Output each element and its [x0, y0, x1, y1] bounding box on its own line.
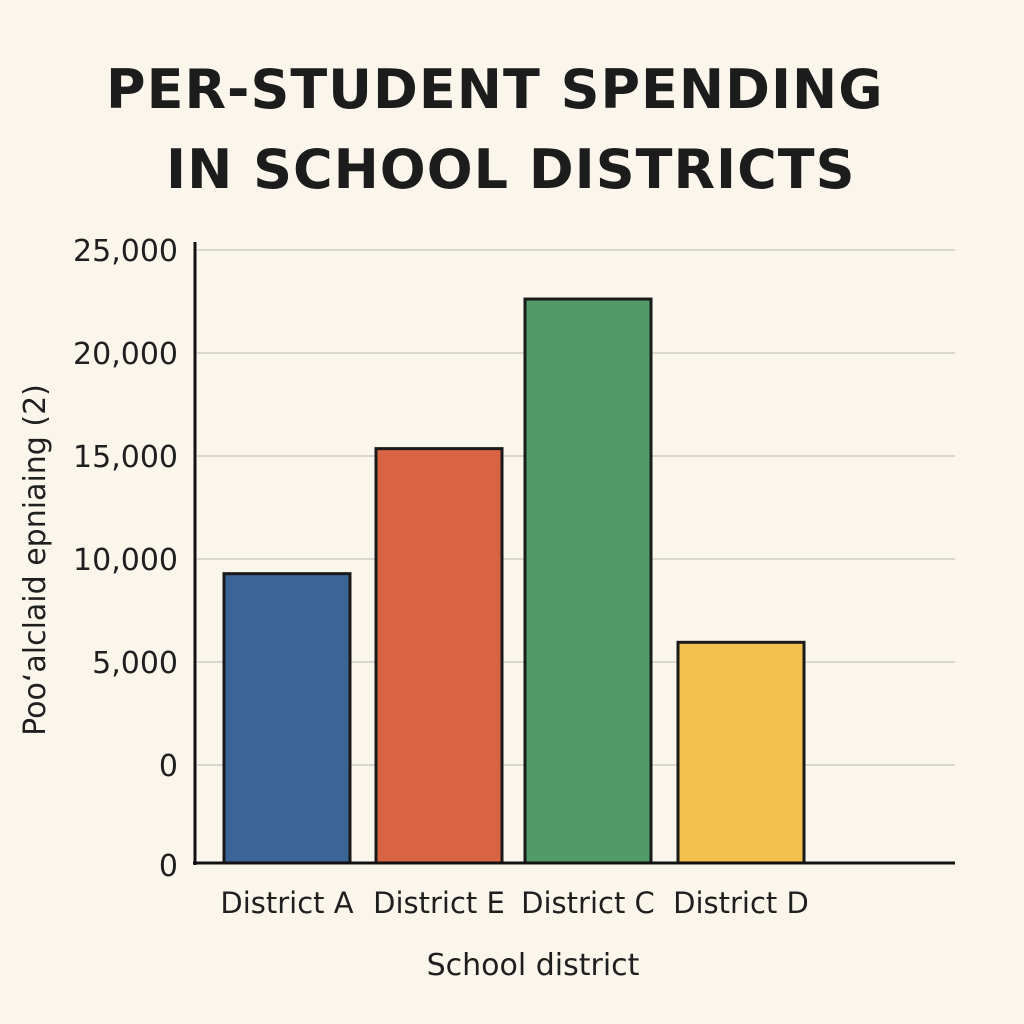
y-axis-ticks: 25,000 20,000 15,000 10,000 5,000 0 0 [73, 234, 178, 884]
chart-title-line-1: PER-STUDENT SPENDING [106, 58, 884, 121]
bars [222, 297, 806, 865]
y-tick-label-6: 0 [159, 849, 178, 884]
bar-district-d [676, 640, 806, 865]
bar-district-a [222, 572, 352, 865]
x-axis-category-labels: District A District E District C District D [220, 886, 808, 920]
bar-district-c [523, 297, 653, 865]
bar-district-e [374, 447, 504, 865]
y-tick-label-2: 15,000 [73, 440, 178, 475]
y-tick-label-1: 20,000 [73, 337, 178, 372]
x-tick-label-0: District A [220, 886, 353, 920]
y-tick-label-3: 10,000 [73, 543, 178, 578]
x-tick-label-2: District C [521, 886, 655, 920]
y-tick-label-4: 5,000 [92, 646, 178, 681]
y-tick-label-5: 0 [159, 749, 178, 784]
y-tick-label-0: 25,000 [73, 234, 178, 269]
y-axis-label: Pooʻalclaid epniaing (2) [18, 384, 53, 736]
x-tick-label-3: District D [673, 886, 809, 920]
x-tick-label-1: District E [373, 886, 505, 920]
chart-title-line-2: IN SCHOOL DISTRICTS [166, 138, 856, 201]
x-axis-label: School district [427, 948, 640, 983]
